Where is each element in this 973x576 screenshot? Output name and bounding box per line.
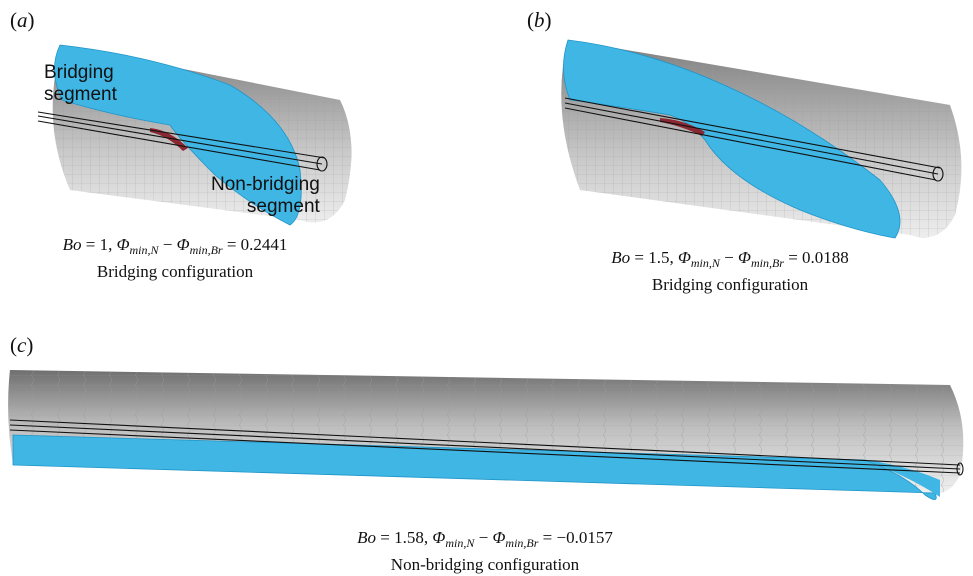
annotation-non-bridging-segment: Non-bridging segment: [211, 174, 320, 217]
caption-b: Bo = 1.5, Φmin,N − Φmin,Br = 0.0188 Brid…: [611, 248, 849, 294]
annotation-bridging-segment: Bridging segment: [44, 62, 117, 105]
panel-label-b: (b): [527, 8, 552, 32]
panel-label-a: (a): [10, 8, 35, 32]
liquid-surface: [563, 39, 901, 239]
panel-label-c: (c): [10, 333, 34, 357]
liquid-surface: [54, 44, 302, 226]
meniscus: [660, 118, 705, 136]
panel-b-tube-figure: [561, 39, 962, 239]
liquid-surface: [12, 434, 937, 500]
caption-c: Bo = 1.58, Φmin,N − Φmin,Br = −0.0157 No…: [357, 528, 613, 574]
panel-c-tube-figure: [8, 370, 964, 500]
fiber: [9, 419, 964, 476]
caption-a: Bo = 1, Φmin,N − Φmin,Br = 0.2441 Bridgi…: [62, 235, 288, 281]
panel-a-tube-figure: [37, 44, 352, 226]
fiber: [564, 97, 944, 182]
fiber: [37, 111, 328, 172]
